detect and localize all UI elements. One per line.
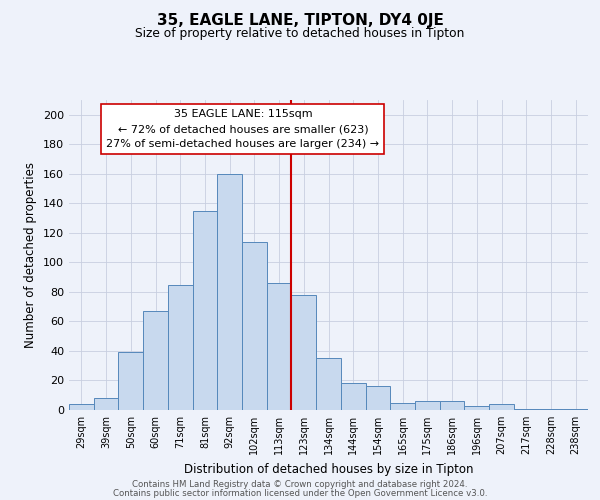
Bar — [242, 242, 267, 410]
Bar — [489, 404, 514, 410]
Bar — [514, 408, 539, 410]
Text: Size of property relative to detached houses in Tipton: Size of property relative to detached ho… — [136, 28, 464, 40]
Bar — [316, 358, 341, 410]
X-axis label: Distribution of detached houses by size in Tipton: Distribution of detached houses by size … — [184, 462, 473, 475]
Bar — [217, 174, 242, 410]
Bar — [143, 311, 168, 410]
Bar — [440, 401, 464, 410]
Bar — [390, 402, 415, 410]
Bar — [267, 283, 292, 410]
Text: 35 EAGLE LANE: 115sqm
← 72% of detached houses are smaller (623)
27% of semi-det: 35 EAGLE LANE: 115sqm ← 72% of detached … — [106, 110, 379, 149]
Bar — [464, 406, 489, 410]
Bar — [365, 386, 390, 410]
Bar — [341, 384, 365, 410]
Bar — [539, 408, 563, 410]
Bar — [563, 408, 588, 410]
Text: Contains public sector information licensed under the Open Government Licence v3: Contains public sector information licen… — [113, 488, 487, 498]
Text: 35, EAGLE LANE, TIPTON, DY4 0JE: 35, EAGLE LANE, TIPTON, DY4 0JE — [157, 12, 443, 28]
Bar — [168, 284, 193, 410]
Bar — [292, 295, 316, 410]
Bar — [415, 401, 440, 410]
Bar — [69, 404, 94, 410]
Text: Contains HM Land Registry data © Crown copyright and database right 2024.: Contains HM Land Registry data © Crown c… — [132, 480, 468, 489]
Bar — [118, 352, 143, 410]
Bar — [94, 398, 118, 410]
Y-axis label: Number of detached properties: Number of detached properties — [25, 162, 37, 348]
Bar — [193, 210, 217, 410]
